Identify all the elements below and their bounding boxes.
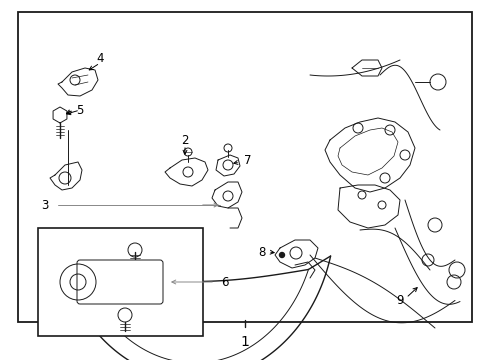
Text: 8: 8 (258, 246, 266, 258)
Text: 9: 9 (396, 293, 404, 306)
Text: 3: 3 (41, 198, 49, 212)
Text: 6: 6 (221, 275, 229, 288)
Text: 5: 5 (76, 104, 84, 117)
Circle shape (279, 252, 285, 257)
Text: 2: 2 (181, 134, 189, 147)
Text: 4: 4 (96, 51, 104, 64)
FancyBboxPatch shape (77, 260, 163, 304)
Text: 1: 1 (241, 335, 249, 349)
Text: 7: 7 (244, 153, 252, 166)
Bar (18, 12, 472, 322)
Bar (38, 228, 203, 336)
